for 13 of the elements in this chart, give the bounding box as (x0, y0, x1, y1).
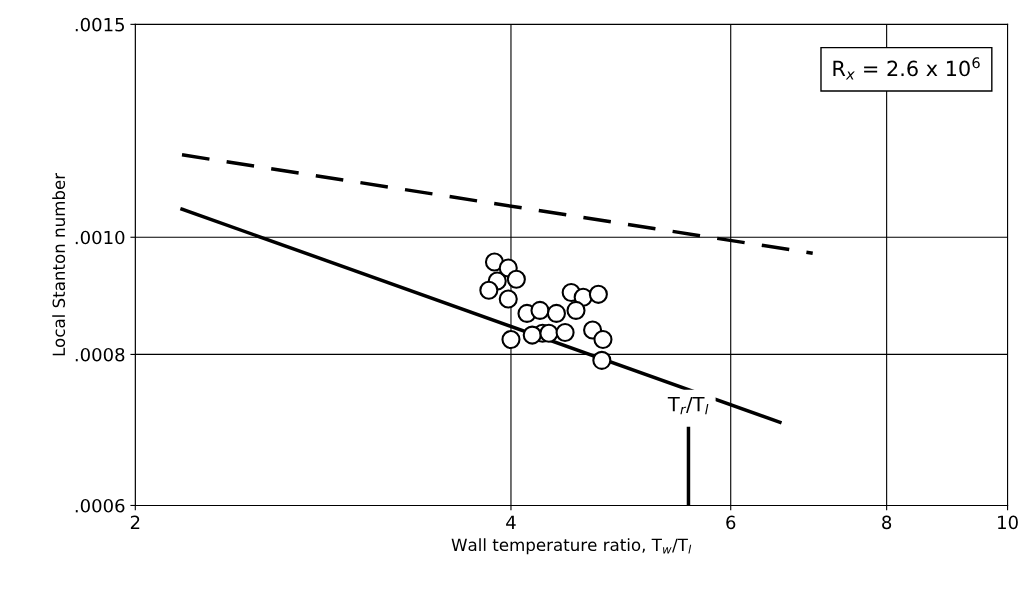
x-tick-label: 8 (882, 515, 892, 530)
x-axis-title: Wall temperature ratio, T$_{w}$/T$_{l}$ (451, 538, 692, 555)
y-tick-label: .0008 (75, 347, 125, 362)
y-tick-label: .0015 (75, 17, 124, 32)
x-tick-label: 10 (998, 515, 1018, 530)
ref-line-label: T$_{r}$/T$_{l}$ (667, 396, 709, 415)
x-tick-label: 6 (726, 515, 736, 530)
annotation: R$_{x}$ = 2.6 x 10$^{6}$ (833, 57, 980, 80)
x-tick-label: 2 (130, 515, 140, 529)
y-tick-label: .0010 (75, 230, 125, 245)
y-tick-label: .0006 (75, 498, 125, 513)
x-tick-label: 4 (506, 515, 516, 529)
y-axis-title: Local Stanton number (52, 172, 66, 356)
